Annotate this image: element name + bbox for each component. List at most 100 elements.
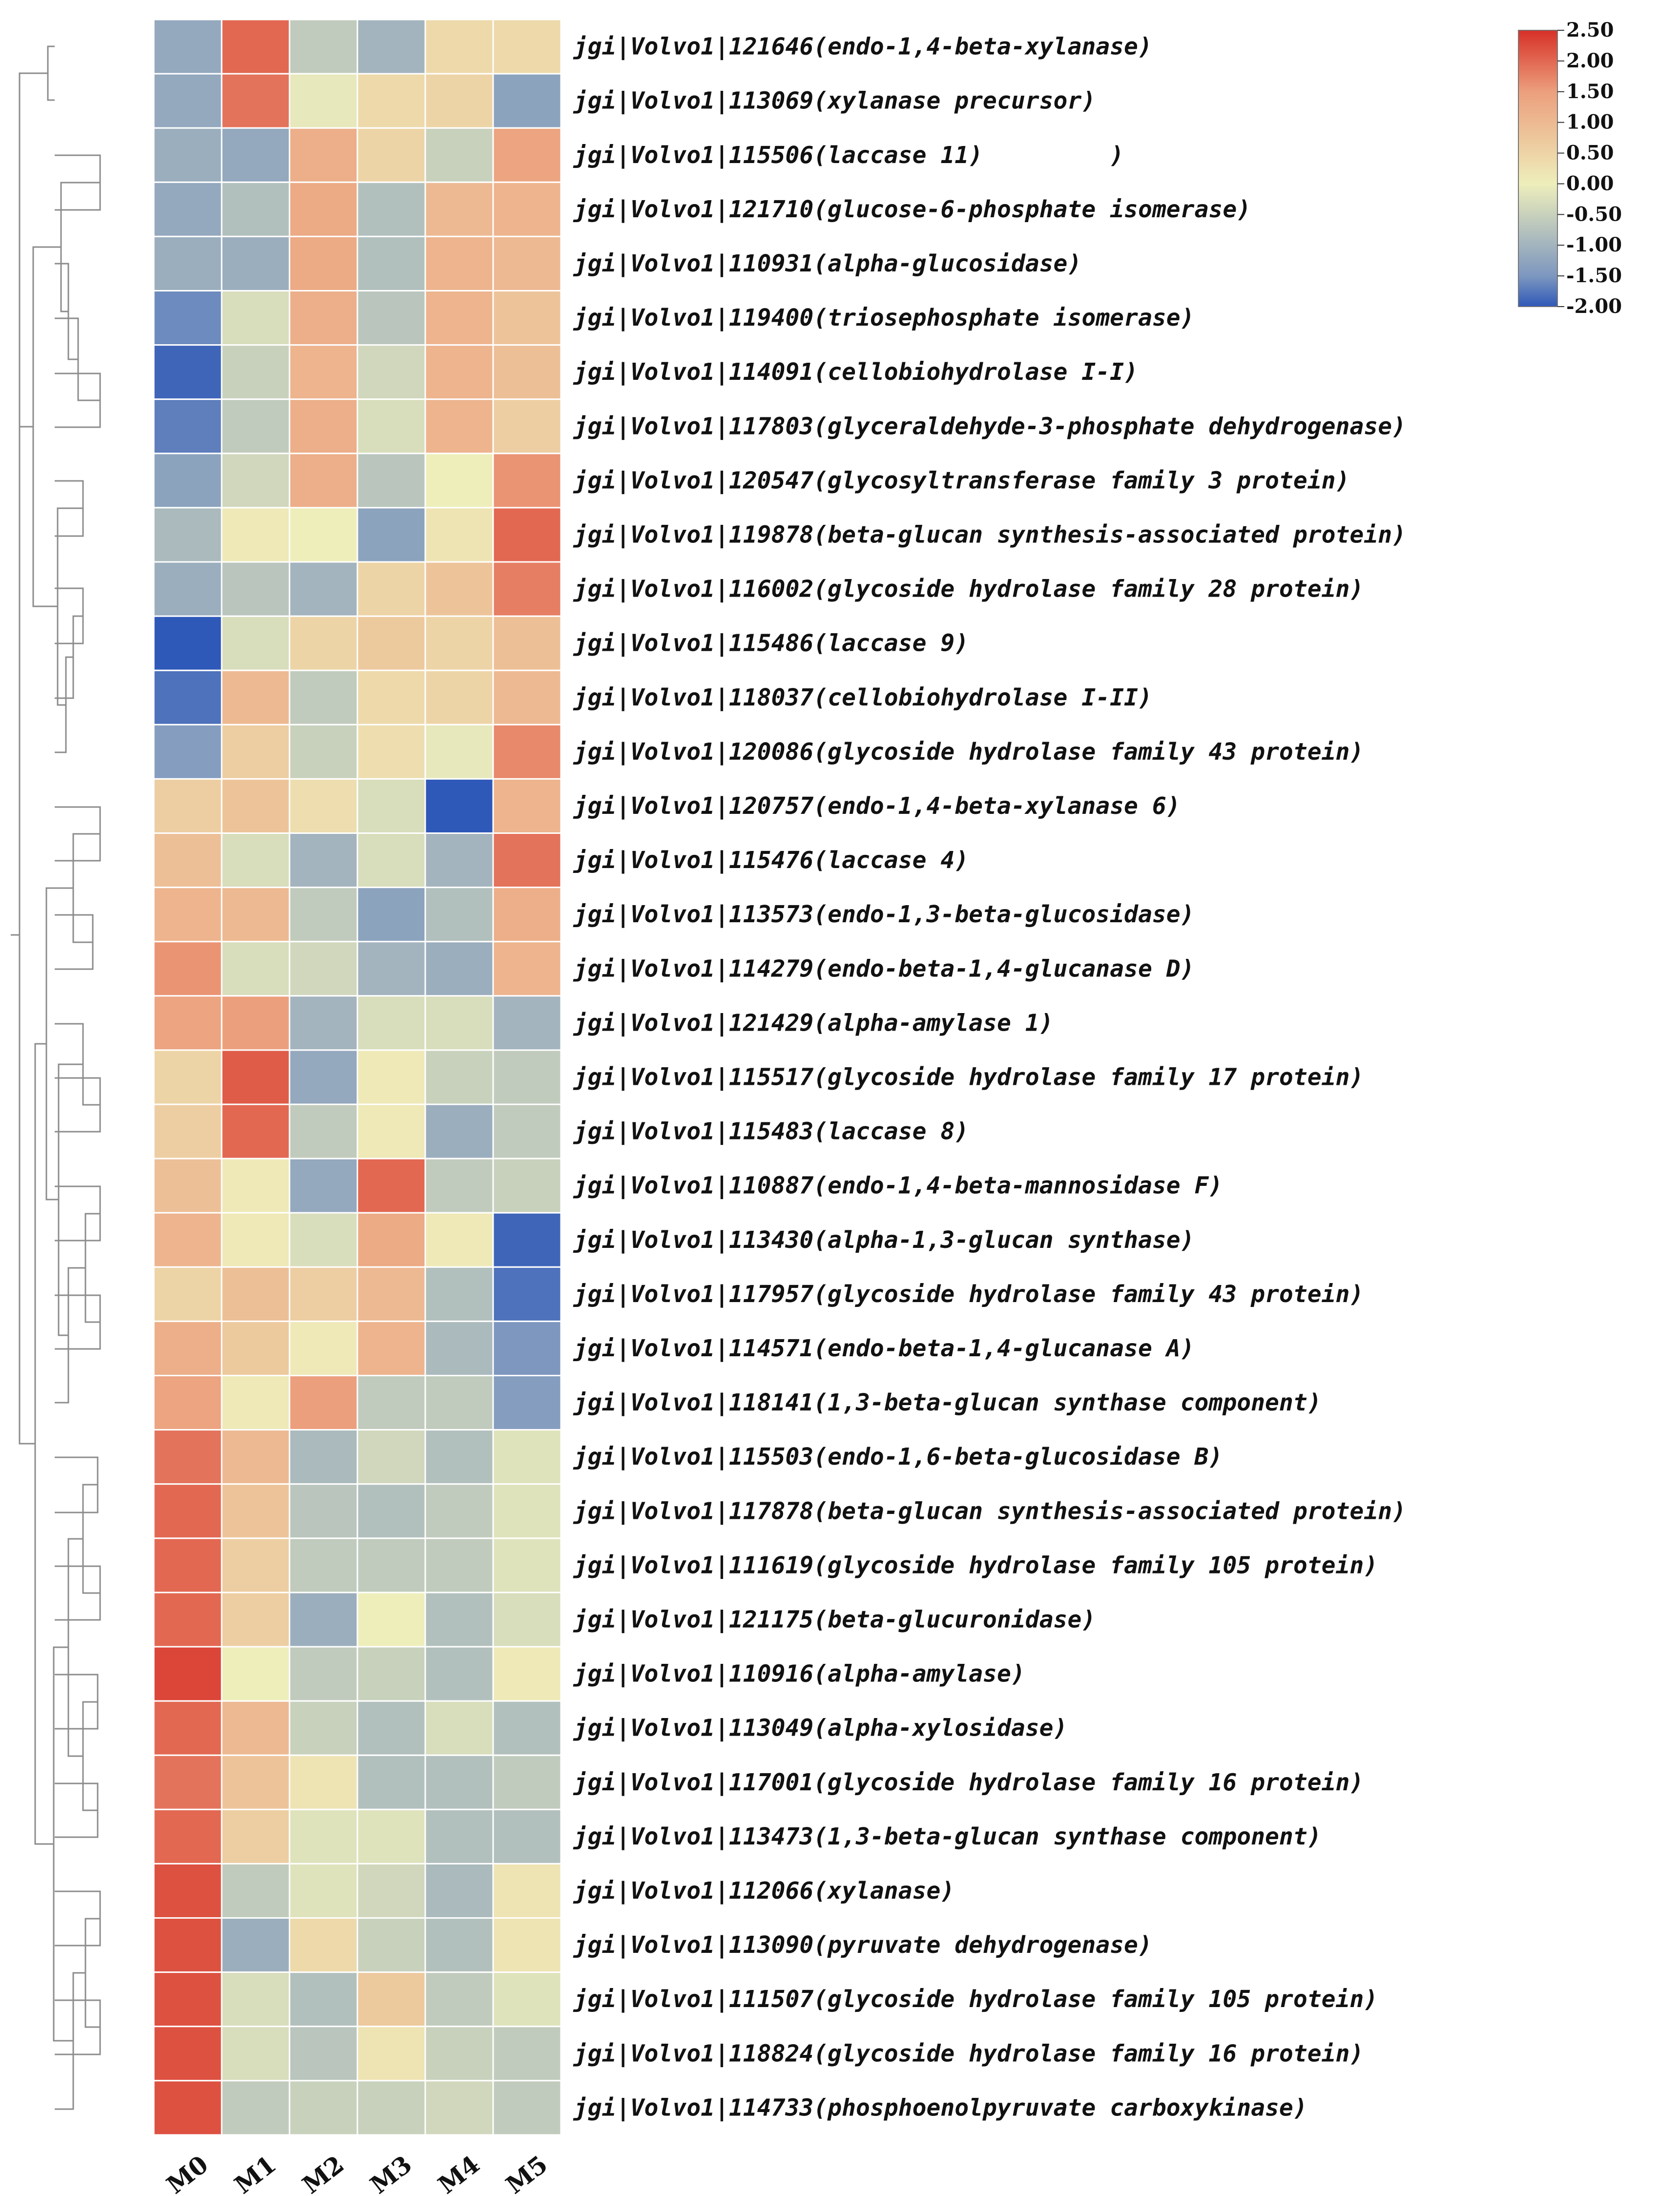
heatmap-cell bbox=[356, 832, 426, 889]
heatmap-cell bbox=[153, 1754, 223, 1810]
heatmap-cell bbox=[424, 1266, 494, 1322]
row-label: jgi|Volvo1|114733(phosphoenolpyruvate ca… bbox=[573, 2094, 1307, 2121]
column-label: M1 bbox=[229, 2150, 281, 2196]
heatmap-cell bbox=[356, 1646, 426, 1702]
heatmap-cell bbox=[153, 2026, 223, 2082]
heatmap-cell bbox=[289, 995, 358, 1051]
heatmap-cell bbox=[492, 1592, 562, 1648]
heatmap-cell bbox=[289, 453, 358, 509]
row-label: jgi|Volvo1|118824(glycoside hydrolase fa… bbox=[573, 2040, 1364, 2067]
heatmap-cell bbox=[424, 887, 494, 943]
heatmap-cell bbox=[289, 724, 358, 780]
row-label: jgi|Volvo1|120086(glycoside hydrolase fa… bbox=[573, 738, 1364, 766]
heatmap-cell bbox=[492, 2026, 562, 2082]
heatmap-cell bbox=[356, 1429, 426, 1485]
heatmap-cell bbox=[289, 73, 358, 129]
heatmap-cell bbox=[289, 778, 358, 834]
heatmap-cell bbox=[289, 1049, 358, 1105]
heatmap-cell bbox=[221, 1754, 290, 1810]
heatmap-cell bbox=[424, 669, 494, 725]
heatmap-cell bbox=[356, 344, 426, 400]
heatmap-cell bbox=[221, 1971, 290, 2028]
heatmap-cell bbox=[153, 290, 223, 346]
heatmap-cell bbox=[153, 778, 223, 834]
heatmap-cell bbox=[221, 1700, 290, 1756]
heatmap-cell bbox=[356, 1158, 426, 1214]
heatmap-cell bbox=[424, 1158, 494, 1214]
heatmap-cell bbox=[153, 1863, 223, 1919]
heatmap-cell bbox=[153, 615, 223, 671]
heatmap-cell bbox=[424, 1592, 494, 1648]
heatmap-cell bbox=[492, 1808, 562, 1865]
row-label: jgi|Volvo1|115486(laccase 9) bbox=[573, 630, 969, 657]
heatmap-cell bbox=[356, 1212, 426, 1268]
heatmap-cell bbox=[289, 1103, 358, 1160]
heatmap-cell bbox=[356, 669, 426, 725]
heatmap-cell bbox=[289, 561, 358, 617]
heatmap-cell bbox=[424, 941, 494, 997]
color-bar-tick-label: -0.50 bbox=[1566, 203, 1622, 226]
heatmap-cell bbox=[153, 1158, 223, 1214]
heatmap-cell bbox=[356, 1863, 426, 1919]
color-bar-tick-label: -1.00 bbox=[1566, 233, 1622, 256]
row-label: jgi|Volvo1|115506(laccase 11) ) bbox=[573, 142, 1124, 169]
heatmap-cell bbox=[289, 1971, 358, 2028]
heatmap-cell bbox=[492, 615, 562, 671]
heatmap-cell bbox=[221, 1592, 290, 1648]
heatmap-cell bbox=[424, 1917, 494, 1973]
row-labels: jgi|Volvo1|121646(endo-1,4-beta-xylanase… bbox=[573, 33, 1406, 2122]
heatmap-cell bbox=[492, 561, 562, 617]
heatmap-cell bbox=[153, 235, 223, 291]
heatmap-cell bbox=[424, 290, 494, 346]
heatmap-cell bbox=[153, 669, 223, 725]
heatmap-cell bbox=[356, 1971, 426, 2028]
heatmap-cell bbox=[492, 1971, 562, 2028]
row-label: jgi|Volvo1|112066(xylanase) bbox=[573, 1877, 954, 1905]
heatmap-cell bbox=[221, 887, 290, 943]
color-bar-tick-label: -2.00 bbox=[1566, 295, 1622, 318]
row-label: jgi|Volvo1|117001(glycoside hydrolase fa… bbox=[573, 1769, 1364, 1796]
heatmap-cell bbox=[356, 778, 426, 834]
heatmap-cell bbox=[221, 1049, 290, 1105]
heatmap-cell bbox=[221, 1646, 290, 1702]
heatmap-cell bbox=[289, 615, 358, 671]
heatmap-cell bbox=[153, 19, 223, 75]
heatmap-cell bbox=[289, 1700, 358, 1756]
heatmap-cell bbox=[289, 1266, 358, 1322]
heatmap-cell bbox=[492, 1754, 562, 1810]
row-label: jgi|Volvo1|110916(alpha-amylase) bbox=[573, 1660, 1025, 1688]
heatmap-cell bbox=[356, 1483, 426, 1539]
heatmap-cell bbox=[492, 1103, 562, 1160]
heatmap-cell bbox=[424, 1754, 494, 1810]
heatmap-cell bbox=[289, 235, 358, 291]
row-label: jgi|Volvo1|118037(cellobiohydrolase I-II… bbox=[573, 684, 1152, 711]
heatmap-cell bbox=[153, 181, 223, 237]
row-label: jgi|Volvo1|117803(glyceraldehyde-3-phosp… bbox=[573, 413, 1406, 440]
heatmap-cell bbox=[424, 235, 494, 291]
heatmap-cell bbox=[289, 669, 358, 725]
heatmap-cell bbox=[424, 615, 494, 671]
heatmap-cell bbox=[153, 2080, 223, 2136]
color-bar-ticks: 2.50 2.00 1.50 1.00 0.50 0.00 -0.50 -1.00 -1.50 -… bbox=[1557, 19, 1622, 318]
heatmap-cell bbox=[153, 1971, 223, 2028]
heatmap-cell bbox=[153, 724, 223, 780]
heatmap-cell bbox=[221, 290, 290, 346]
heatmap-cell bbox=[221, 941, 290, 997]
heatmap-cell bbox=[356, 127, 426, 183]
heatmap-cell bbox=[221, 235, 290, 291]
heatmap-cell bbox=[221, 561, 290, 617]
heatmap-cell bbox=[289, 398, 358, 455]
heatmap-cell bbox=[153, 127, 223, 183]
row-label: jgi|Volvo1|113573(endo-1,3-beta-glucosid… bbox=[573, 901, 1195, 928]
heatmap-cell bbox=[492, 1483, 562, 1539]
row-label: jgi|Volvo1|115503(endo-1,6-beta-glucosid… bbox=[573, 1443, 1223, 1471]
row-label: jgi|Volvo1|119878(beta-glucan synthesis-… bbox=[573, 521, 1406, 548]
heatmap-cell bbox=[221, 2026, 290, 2082]
column-label: M4 bbox=[433, 2150, 485, 2196]
heatmap-cell bbox=[492, 507, 562, 563]
color-bar-tick-label: 0.00 bbox=[1566, 172, 1614, 195]
heatmap-cell bbox=[289, 941, 358, 997]
color-bar-tick-label: 2.50 bbox=[1566, 19, 1614, 41]
heatmap-cell bbox=[221, 1429, 290, 1485]
heatmap-cell bbox=[424, 1537, 494, 1594]
